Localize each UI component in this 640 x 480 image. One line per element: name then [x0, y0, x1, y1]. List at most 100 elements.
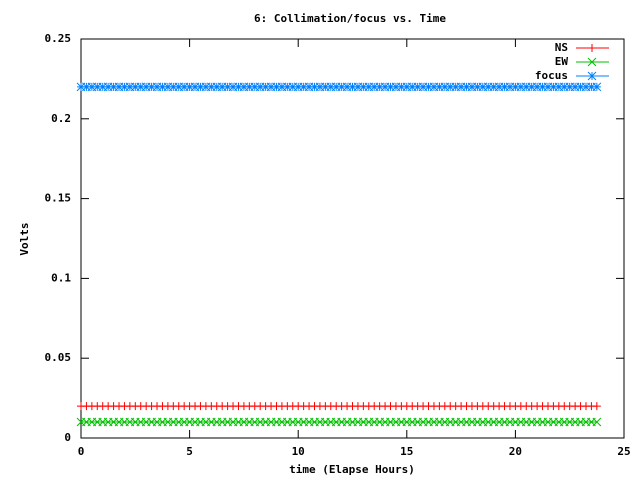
data-point [282, 82, 292, 92]
data-point [565, 82, 575, 92]
data-point [239, 82, 249, 92]
data-point [76, 82, 86, 92]
data-point [440, 82, 450, 92]
data-point [293, 82, 303, 92]
data-point [592, 82, 602, 92]
data-point [348, 82, 357, 92]
data-point [478, 82, 488, 92]
data-point [554, 82, 564, 92]
data-point [234, 82, 243, 92]
legend-marker [587, 71, 597, 81]
data-point [244, 82, 254, 92]
data-point [261, 82, 270, 92]
y-tick-label: 0.25 [45, 32, 72, 45]
data-point [483, 82, 493, 92]
data-point [511, 82, 520, 92]
x-axis-label: time (Elapse Hours) [289, 463, 415, 476]
x-tick-label: 15 [400, 445, 413, 458]
data-point [413, 82, 423, 92]
y-axis-label: Volts [18, 222, 31, 255]
legend-marker [588, 44, 596, 52]
legend-label: focus [535, 69, 568, 82]
y-tick-label: 0.05 [45, 351, 72, 364]
data-point [190, 82, 200, 92]
data-point [272, 82, 281, 92]
data-point [266, 82, 276, 92]
x-tick-label: 10 [292, 445, 305, 458]
data-point [505, 82, 515, 92]
plot-frame [80, 38, 625, 439]
data-point [299, 82, 308, 92]
data-point [445, 82, 455, 92]
chart-title: 6: Collimation/focus vs. Time [254, 12, 446, 25]
data-point [397, 82, 406, 92]
legend-label: NS [555, 41, 568, 54]
data-point [87, 82, 97, 92]
data-point [331, 82, 341, 92]
data-point [320, 82, 330, 92]
data-point [130, 82, 140, 92]
data-point [179, 82, 189, 92]
data-point [462, 82, 471, 92]
data-point [570, 82, 580, 92]
data-point [587, 82, 596, 92]
data-point [500, 82, 509, 92]
data-point [163, 82, 173, 92]
data-point [435, 82, 444, 92]
data-point [581, 82, 591, 92]
data-point [473, 82, 482, 92]
data-point [342, 82, 352, 92]
data-point [315, 82, 325, 92]
data-point [559, 82, 569, 92]
data-point [576, 82, 585, 92]
data-point [212, 82, 222, 92]
y-tick-label: 0.2 [51, 112, 71, 125]
data-point [549, 82, 558, 92]
data-point [125, 82, 135, 92]
data-point [326, 82, 336, 92]
data-point [451, 82, 461, 92]
y-tick-label: 0.15 [45, 192, 72, 205]
x-tick-label: 0 [78, 445, 85, 458]
data-point [223, 82, 232, 92]
data-point [353, 82, 363, 92]
data-point [391, 82, 401, 92]
data-point [364, 82, 374, 92]
data-point [206, 82, 216, 92]
data-point [407, 82, 417, 92]
data-point [158, 82, 167, 92]
data-point [310, 82, 319, 92]
data-point [527, 82, 537, 92]
data-point [592, 402, 601, 411]
data-point [532, 82, 542, 92]
data-point [255, 82, 265, 92]
data-point [592, 417, 602, 427]
data-point [152, 82, 162, 92]
data-point [494, 82, 504, 92]
data-point [429, 82, 439, 92]
data-point [418, 82, 428, 92]
data-point [147, 82, 156, 92]
data-point [304, 82, 314, 92]
data-point [82, 82, 91, 92]
data-point [456, 82, 466, 92]
data-point [168, 82, 178, 92]
y-tick-label: 0 [64, 431, 71, 444]
data-point [288, 82, 298, 92]
data-point [201, 82, 211, 92]
data-point [521, 82, 531, 92]
data-point [120, 82, 129, 92]
data-point [375, 82, 385, 92]
data-point [424, 82, 433, 92]
y-tick-label: 0.1 [51, 271, 71, 284]
data-point [467, 82, 477, 92]
data-point [250, 82, 260, 92]
data-point [185, 82, 194, 92]
data-point [369, 82, 379, 92]
data-point [359, 82, 368, 92]
data-point [516, 82, 526, 92]
data-point [136, 82, 146, 92]
